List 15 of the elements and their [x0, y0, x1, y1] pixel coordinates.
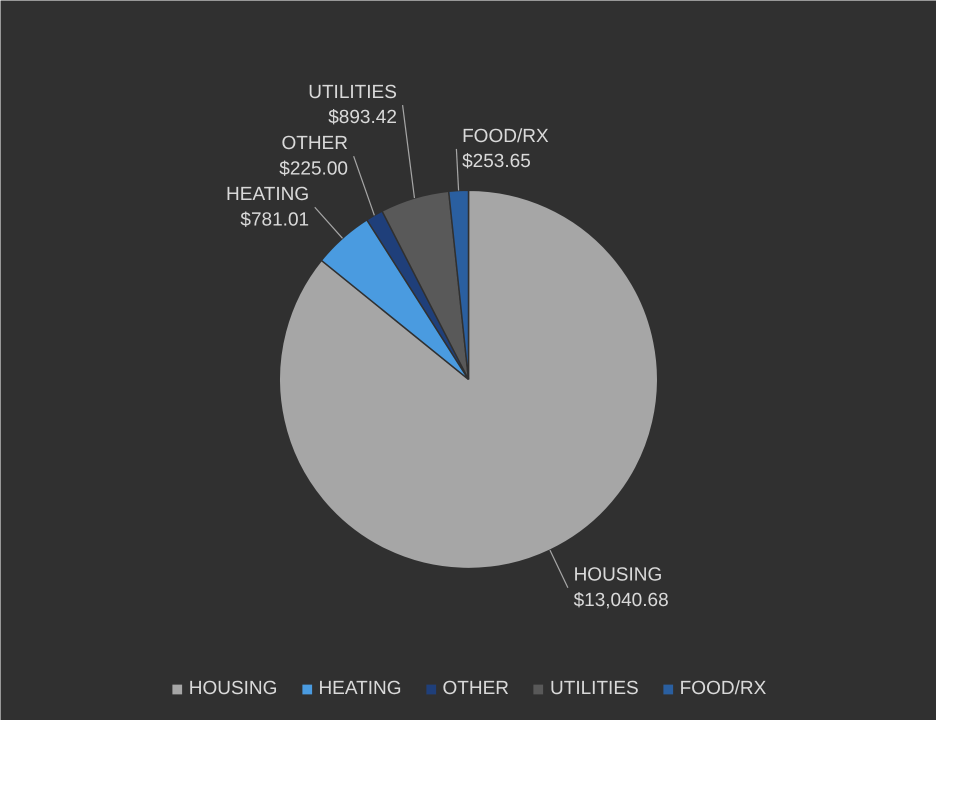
- legend-label: HOUSING: [188, 678, 278, 700]
- data-label: $253.65: [462, 151, 531, 172]
- data-label: $893.42: [328, 107, 397, 128]
- data-label: $13,040.68: [574, 590, 669, 611]
- data-label: $781.01: [240, 209, 310, 230]
- slice-label: HOUSING: [574, 564, 662, 586]
- slice-label: HEATING: [226, 184, 310, 206]
- legend-label: FOOD/RX: [680, 678, 766, 700]
- slice-label: FOOD/RX: [462, 126, 549, 147]
- data-label: $225.00: [279, 158, 348, 180]
- legend-label: HEATING: [318, 678, 402, 700]
- slice-label: OTHER: [281, 133, 348, 154]
- legend-label: OTHER: [442, 678, 509, 700]
- slice-label: UTILITIES: [308, 82, 397, 103]
- legend-label: UTILITIES: [550, 678, 639, 700]
